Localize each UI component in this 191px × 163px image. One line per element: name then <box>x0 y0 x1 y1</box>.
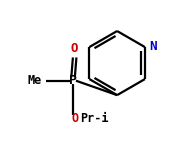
Text: N: N <box>149 40 156 53</box>
Text: O: O <box>71 42 79 55</box>
Text: O: O <box>71 112 79 125</box>
Text: P: P <box>69 74 77 87</box>
Text: Pr-i: Pr-i <box>80 112 109 125</box>
Text: Me: Me <box>28 74 42 87</box>
